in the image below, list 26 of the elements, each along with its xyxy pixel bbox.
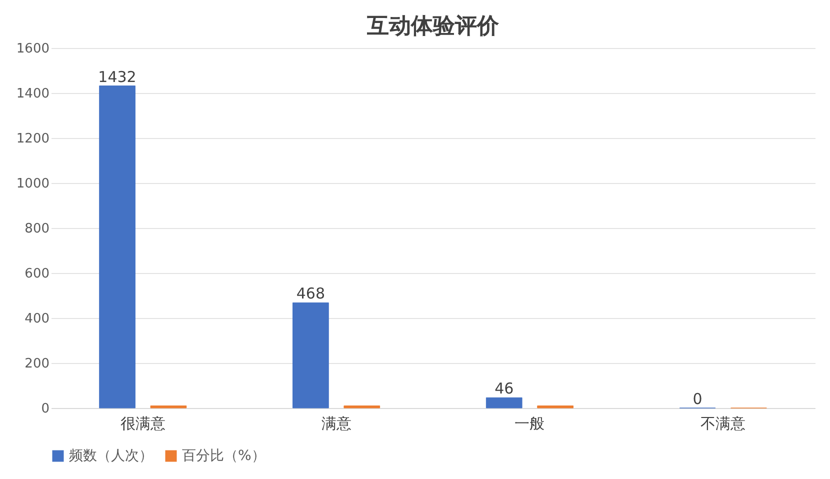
data-label: 468 (296, 284, 326, 303)
x-tick-label: 很满意 (120, 414, 166, 432)
data-label: 0 (692, 390, 702, 408)
y-tick-label: 600 (24, 266, 50, 282)
bar (486, 397, 522, 408)
bar (292, 302, 329, 408)
bar (150, 406, 187, 408)
y-tick-label: 800 (24, 222, 50, 236)
x-tick-label: 不满意 (700, 414, 746, 432)
legend-label: 百分比（%） (182, 448, 266, 464)
y-tick-label: 0 (41, 402, 50, 416)
y-tick-label: 200 (24, 356, 50, 372)
chart-title: 互动体验评价 (366, 14, 500, 39)
bar (344, 406, 380, 408)
y-tick-label: 1200 (16, 132, 50, 146)
y-tick-label: 1000 (16, 176, 50, 192)
x-tick-label: 满意 (321, 414, 352, 432)
x-tick-label: 一般 (514, 414, 545, 432)
y-tick-label: 1600 (16, 42, 50, 56)
data-label: 1432 (98, 68, 136, 86)
y-tick-label: 1400 (16, 86, 50, 102)
legend-label: 频数（人次） (69, 448, 153, 464)
data-label: 46 (494, 380, 514, 398)
y-tick-label: 400 (24, 312, 50, 326)
bar (99, 86, 136, 408)
bar (537, 406, 574, 408)
